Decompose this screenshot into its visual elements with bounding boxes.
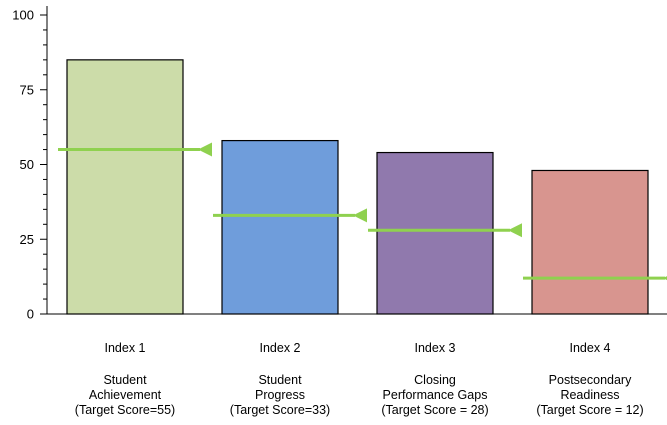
- category-label: Index 4: [569, 341, 610, 355]
- category-description-line: (Target Score = 28): [381, 403, 488, 417]
- bar-2: [221, 139, 339, 315]
- category-description-line: Achievement: [89, 388, 162, 402]
- category-description-line: (Target Score = 12): [536, 403, 643, 417]
- category-description-line: (Target Score=33): [230, 403, 330, 417]
- category-description-line: Student: [258, 373, 302, 387]
- category-label: Index 1: [104, 341, 145, 355]
- category-description-line: Performance Gaps: [383, 388, 488, 402]
- category-label: Index 3: [414, 341, 455, 355]
- target-marker-3: [508, 223, 522, 238]
- y-tick-label: 0: [27, 307, 34, 322]
- bar-3: [376, 151, 494, 315]
- target-marker-2: [353, 208, 367, 223]
- category-description-line: Student: [103, 373, 147, 387]
- bars-layer: [66, 59, 649, 315]
- bar-1: [66, 59, 184, 315]
- category-description-line: (Target Score=55): [75, 403, 175, 417]
- category-description-line: Readiness: [560, 388, 619, 402]
- y-tick-label: 75: [20, 82, 34, 97]
- y-tick-label: 100: [12, 8, 34, 23]
- category-description-line: Postsecondary: [549, 373, 632, 387]
- target-marker-1: [198, 142, 212, 157]
- target-marker-4: [663, 276, 667, 281]
- category-description-line: Closing: [414, 373, 456, 387]
- y-tick-label: 25: [20, 232, 34, 247]
- bar-4: [531, 169, 649, 315]
- category-label: Index 2: [259, 341, 300, 355]
- targets-layer: [58, 142, 667, 281]
- y-tick-label: 50: [20, 157, 34, 172]
- category-description-line: Progress: [255, 388, 305, 402]
